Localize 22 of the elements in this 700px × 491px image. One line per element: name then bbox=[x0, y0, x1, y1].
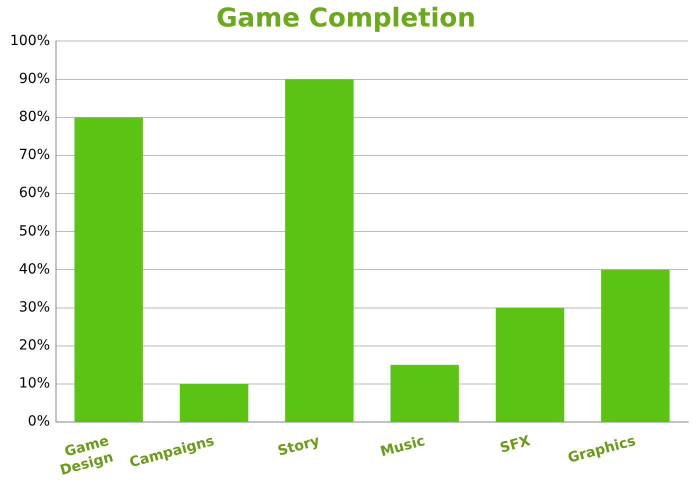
y-tick-label: 0% bbox=[28, 414, 50, 430]
x-tick-label: SFX bbox=[498, 433, 532, 456]
bar bbox=[285, 79, 354, 422]
bar bbox=[496, 308, 564, 422]
y-tick-label: 20% bbox=[18, 338, 50, 354]
y-tick-label: 100% bbox=[10, 32, 50, 49]
y-tick-label: 10% bbox=[18, 376, 50, 392]
chart-title: Game Completion bbox=[216, 3, 476, 34]
y-tick-label: 50% bbox=[18, 223, 50, 240]
x-tick-label: Game Design bbox=[58, 433, 116, 479]
bar bbox=[180, 384, 248, 422]
y-tick-label: 30% bbox=[18, 299, 50, 316]
x-tick-label: Story bbox=[276, 433, 322, 460]
y-tick-label: 80% bbox=[18, 109, 50, 126]
x-tick-label: Music bbox=[378, 433, 427, 460]
y-tick-label: 90% bbox=[18, 70, 50, 87]
y-tick-label: 60% bbox=[18, 185, 50, 202]
y-tick-label: 40% bbox=[18, 261, 50, 278]
bar bbox=[74, 117, 143, 422]
bar bbox=[601, 270, 670, 422]
y-tick-label: 70% bbox=[18, 147, 50, 164]
bar bbox=[390, 364, 459, 422]
